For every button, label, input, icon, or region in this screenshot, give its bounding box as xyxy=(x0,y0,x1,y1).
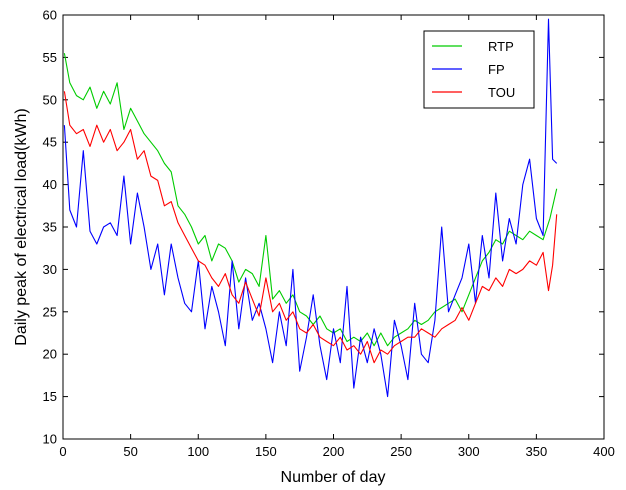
x-tick-label: 350 xyxy=(526,444,548,459)
legend-label-rtp: RTP xyxy=(488,39,514,54)
y-tick-label: 25 xyxy=(43,304,57,319)
x-tick-label: 50 xyxy=(123,444,137,459)
x-tick-label: 0 xyxy=(59,444,66,459)
x-tick-label: 400 xyxy=(593,444,615,459)
x-tick-label: 150 xyxy=(255,444,277,459)
series-line-rtp xyxy=(63,53,558,347)
y-tick-label: 20 xyxy=(43,347,57,362)
legend: RTP FP TOU xyxy=(423,30,535,109)
x-tick-label: 250 xyxy=(390,444,412,459)
y-tick-label: 40 xyxy=(43,177,57,192)
y-tick-label: 55 xyxy=(43,50,57,65)
y-axis-ticks: 10 15 20 25 30 35 40 45 50 55 60 xyxy=(43,8,604,447)
y-tick-label: 30 xyxy=(43,262,57,277)
y-tick-label: 60 xyxy=(43,8,57,23)
legend-label-fp: FP xyxy=(488,62,505,77)
x-axis-ticks: 0 50 100 150 200 250 300 350 400 xyxy=(59,15,615,459)
x-tick-label: 100 xyxy=(187,444,209,459)
y-tick-label: 50 xyxy=(43,92,57,107)
x-tick-label: 200 xyxy=(323,444,345,459)
x-tick-label: 300 xyxy=(458,444,480,459)
series-layer xyxy=(63,18,558,398)
x-axis-label: Number of day xyxy=(281,469,386,486)
y-tick-label: 45 xyxy=(43,135,57,150)
y-tick-label: 15 xyxy=(43,389,57,404)
y-axis-label: Daily peak of electrical load(kWh) xyxy=(13,108,30,345)
y-tick-label: 10 xyxy=(43,432,57,447)
y-tick-label: 35 xyxy=(43,220,57,235)
legend-label-tou: TOU xyxy=(488,85,515,100)
series-line-fp xyxy=(63,18,558,398)
series-line-tou xyxy=(63,91,558,364)
